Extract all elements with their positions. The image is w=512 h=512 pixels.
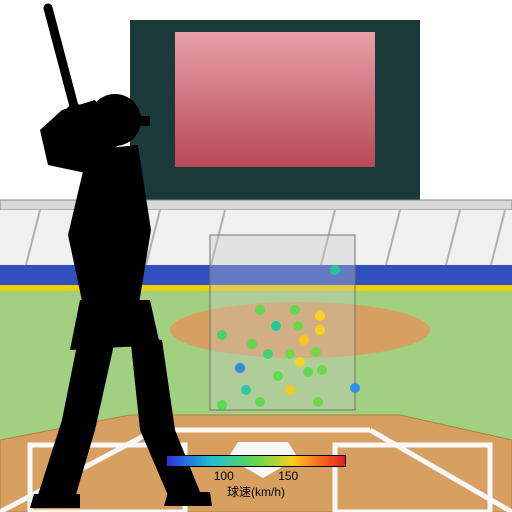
speed-legend: . 100 150 . 球速(km/h): [166, 455, 346, 505]
legend-gradient-bar: [166, 455, 346, 467]
legend-ticks: . 100 150 .: [166, 469, 346, 483]
strike-zone: [210, 235, 355, 410]
pitch-chart: [0, 0, 512, 512]
legend-tick-min: 100: [214, 469, 234, 483]
legend-tick-max: 150: [278, 469, 298, 483]
legend-label: 球速(km/h): [166, 483, 346, 500]
